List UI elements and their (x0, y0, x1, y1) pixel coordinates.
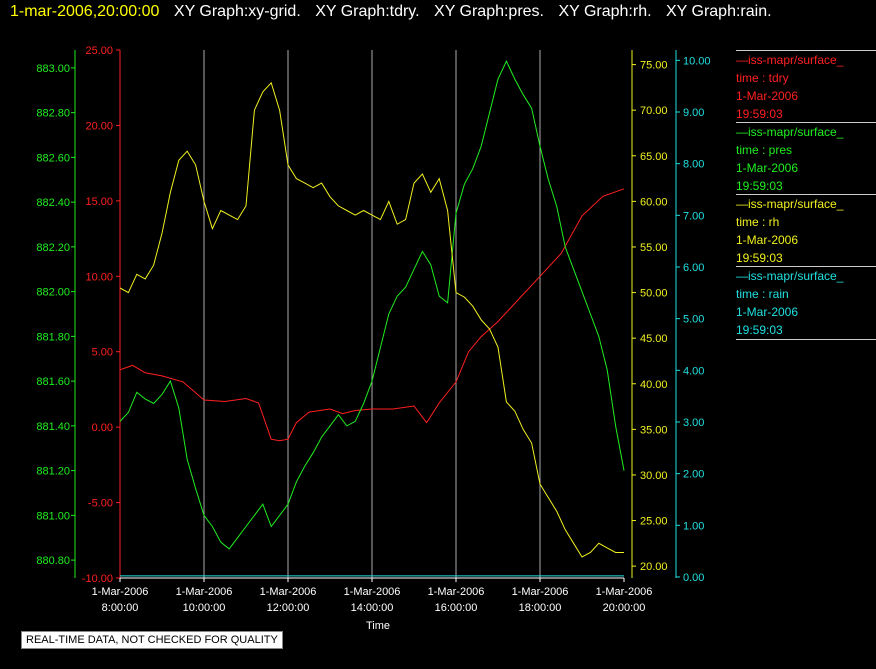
legend-series-name: —iss-mapr/surface_ (736, 53, 844, 67)
legend-series-name: —iss-mapr/surface_ (736, 125, 844, 139)
pres-tick-label: 881.40 (36, 421, 70, 433)
tdry-tick-label: 20.00 (85, 120, 113, 132)
pres-tick-label: 882.60 (36, 152, 70, 164)
x-tick-time-label: 8:00:00 (102, 602, 139, 614)
pres-tick-label: 881.60 (36, 376, 70, 388)
tdry-tick-label: -5.00 (88, 498, 113, 510)
legend-field: time : rh (736, 215, 780, 229)
pres-tick-label: 883.00 (36, 63, 70, 75)
legend-field: time : rain (736, 287, 789, 301)
rain-tick-label: 0.00 (683, 572, 704, 584)
rh-tick-label: 45.00 (640, 333, 668, 345)
rain-tick-label: 2.00 (683, 469, 704, 481)
rain-tick-label: 9.00 (683, 107, 704, 119)
legend-separator (736, 50, 876, 51)
graph-title-pres: XY Graph:pres. (434, 3, 544, 20)
legend-rh: —iss-mapr/surface_ time : rh 1-Mar-2006 … (736, 194, 876, 267)
pres-tick-label: 882.00 (36, 287, 70, 299)
rh-tick-label: 75.00 (640, 60, 668, 72)
legend-separator (736, 339, 876, 340)
legend-date: 1-Mar-2006 (736, 89, 799, 103)
pres-tick-label: 881.80 (36, 331, 70, 343)
legend-series-name: —iss-mapr/surface_ (736, 197, 844, 211)
rh-tick-label: 30.00 (640, 470, 668, 482)
rh-tick-label: 35.00 (640, 424, 668, 436)
header-timestamp: 1-mar-2006,20:00:00 (10, 3, 160, 20)
series-pres-line (119, 60, 625, 550)
x-tick-time-label: 12:00:00 (267, 602, 310, 614)
legend-time: 19:59:03 (736, 251, 783, 265)
rh-tick-label: 20.00 (640, 561, 668, 573)
rh-tick-label: 40.00 (640, 379, 668, 391)
x-tick-date-label: 1-Mar-2006 (92, 586, 149, 598)
series-tdry-line (119, 188, 625, 442)
pres-tick-label: 882.80 (36, 108, 70, 120)
rh-tick-label: 60.00 (640, 196, 668, 208)
rh-tick-label: 25.00 (640, 516, 668, 528)
graph-title-xy-grid: XY Graph:xy-grid. (173, 3, 301, 20)
tdry-tick-label: 15.00 (85, 196, 113, 208)
rain-tick-label: 5.00 (683, 314, 704, 326)
x-axis-label: Time (366, 620, 390, 632)
legend-series-name: —iss-mapr/surface_ (736, 269, 844, 283)
legend-date: 1-Mar-2006 (736, 305, 799, 319)
legend-rain: —iss-mapr/surface_ time : rain 1-Mar-200… (736, 266, 876, 340)
legend-time: 19:59:03 (736, 107, 783, 121)
rain-tick-label: 10.00 (683, 55, 711, 67)
tdry-tick-label: 25.00 (85, 45, 113, 57)
rh-tick-label: 65.00 (640, 151, 668, 163)
x-tick-date-label: 1-Mar-2006 (176, 586, 233, 598)
legend-pres: —iss-mapr/surface_ time : pres 1-Mar-200… (736, 122, 876, 195)
rain-tick-label: 6.00 (683, 262, 704, 274)
series-rh-line (119, 81, 624, 558)
tdry-tick-label: 0.00 (92, 422, 113, 434)
pres-tick-label: 881.00 (36, 510, 70, 522)
x-tick-time-label: 16:00:00 (435, 602, 478, 614)
rh-tick-label: 50.00 (640, 288, 668, 300)
rh-tick-label: 70.00 (640, 105, 668, 117)
tdry-tick-label: 10.00 (85, 271, 113, 283)
legend-date: 1-Mar-2006 (736, 161, 799, 175)
legend-time: 19:59:03 (736, 179, 783, 193)
graph-title-rain: XY Graph:rain. (666, 3, 772, 20)
tdry-tick-label: 5.00 (92, 347, 113, 359)
pres-tick-label: 882.20 (36, 242, 70, 254)
legend-tdry: —iss-mapr/surface_ time : tdry 1-Mar-200… (736, 50, 876, 123)
pres-tick-label: 882.40 (36, 197, 70, 209)
rh-tick-label: 55.00 (640, 242, 668, 254)
legend-separator (736, 266, 876, 267)
legend-separator (736, 122, 876, 123)
rain-tick-label: 3.00 (683, 417, 704, 429)
rain-tick-label: 1.00 (683, 520, 704, 532)
tdry-tick-label: -10.00 (82, 573, 113, 585)
x-tick-time-label: 20:00:00 (603, 602, 646, 614)
legend-separator (736, 194, 876, 195)
legend-field: time : pres (736, 143, 793, 157)
graph-title-rh: XY Graph:rh. (558, 3, 652, 20)
x-tick-date-label: 1-Mar-2006 (428, 586, 485, 598)
legend-field: time : tdry (736, 71, 789, 85)
x-tick-date-label: 1-Mar-2006 (260, 586, 317, 598)
rain-tick-label: 7.00 (683, 210, 704, 222)
pres-tick-label: 880.80 (36, 555, 70, 567)
x-tick-date-label: 1-Mar-2006 (596, 586, 653, 598)
x-tick-date-label: 1-Mar-2006 (344, 586, 401, 598)
graph-title-tdry: XY Graph:tdry. (315, 3, 420, 20)
rain-tick-label: 4.00 (683, 365, 704, 377)
legend-time: 19:59:03 (736, 323, 783, 337)
x-tick-time-label: 10:00:00 (183, 602, 226, 614)
rain-tick-label: 8.00 (683, 159, 704, 171)
x-tick-date-label: 1-Mar-2006 (512, 586, 569, 598)
x-tick-time-label: 18:00:00 (519, 602, 562, 614)
legend-date: 1-Mar-2006 (736, 233, 799, 247)
x-tick-time-label: 14:00:00 (351, 602, 394, 614)
graph-header: 1-mar-2006,20:00:00 XY Graph:xy-grid. XY… (10, 3, 772, 21)
quality-notice: REAL-TIME DATA, NOT CHECKED FOR QUALITY (21, 631, 283, 649)
pres-tick-label: 881.20 (36, 466, 70, 478)
